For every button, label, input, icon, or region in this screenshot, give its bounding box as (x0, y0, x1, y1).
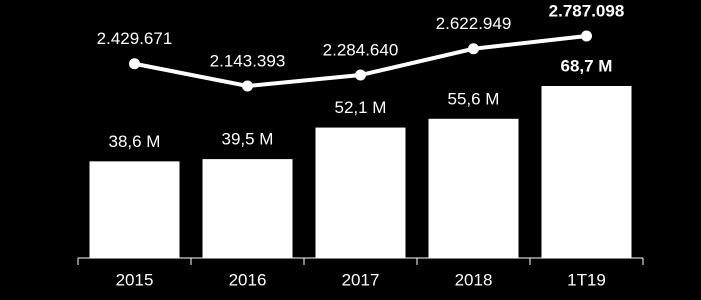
x-tick-label: 2016 (229, 270, 267, 289)
bar-value-label: 68,7 M (561, 56, 613, 75)
x-tick-label: 2017 (342, 270, 380, 289)
line-point (581, 30, 592, 42)
bar-value-label: 55,6 M (448, 89, 500, 108)
line-value-label: 2.284.640 (323, 41, 399, 60)
x-tick-label: 1T19 (567, 270, 606, 289)
line-point (129, 58, 140, 70)
line-value-label: 2.429.671 (97, 29, 173, 48)
bar (428, 118, 519, 258)
x-tick-label: 2018 (455, 270, 493, 289)
bar (202, 159, 293, 258)
line-value-label: 2.787.098 (549, 1, 625, 20)
line-point (242, 80, 253, 92)
x-tick-label: 2015 (116, 270, 154, 289)
line-value-label: 2.143.393 (210, 51, 286, 70)
bar-value-label: 38,6 M (109, 132, 161, 151)
line-point (355, 69, 366, 81)
bar (315, 127, 406, 258)
line-value-label: 2.622.949 (436, 14, 512, 33)
bar (89, 161, 180, 258)
bar-value-label: 52,1 M (335, 98, 387, 117)
bar-value-label: 39,5 M (222, 130, 274, 149)
line-point (468, 43, 479, 55)
bar (541, 86, 632, 258)
